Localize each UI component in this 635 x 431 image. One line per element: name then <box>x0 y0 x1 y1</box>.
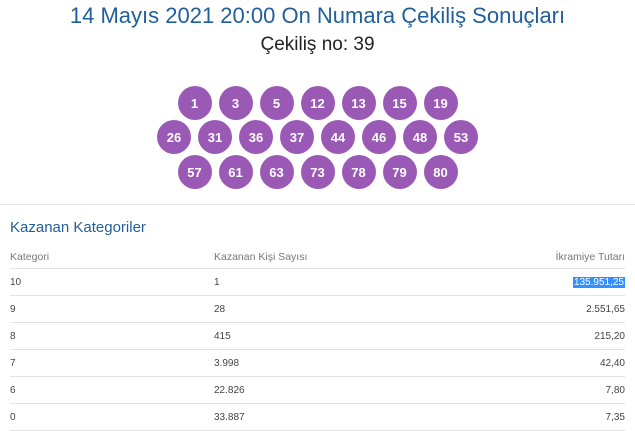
table-row: 10 1 135.951,25 <box>10 269 625 296</box>
page-title: 14 Mayıs 2021 20:00 On Numara Çekiliş So… <box>69 3 566 28</box>
number-ball: 48 <box>403 120 437 154</box>
number-ball: 63 <box>259 155 294 189</box>
selected-prize-text[interactable]: 135.951,25 <box>572 276 625 288</box>
number-ball: 13 <box>341 86 376 120</box>
winner-count-cell: 33.887 <box>214 411 245 423</box>
number-ball: 73 <box>300 155 335 189</box>
prize-cell: 7,80 <box>605 384 625 396</box>
number-ball: 53 <box>444 120 478 154</box>
number-ball: 78 <box>341 155 376 189</box>
number-ball: 44 <box>321 120 355 154</box>
winner-count-cell: 415 <box>214 330 231 342</box>
number-ball: 26 <box>157 120 191 154</box>
number-ball: 5 <box>259 86 294 120</box>
prize-cell: 2.551,65 <box>586 303 625 315</box>
number-ball: 3 <box>218 86 253 120</box>
header-winner-count: Kazanan Kişi Sayısı <box>214 251 308 263</box>
number-ball: 61 <box>218 155 253 189</box>
prize-cell: 7,35 <box>605 411 625 423</box>
ball-row-1: 1 3 5 12 13 15 19 <box>0 86 635 120</box>
category-cell: 0 <box>10 411 16 423</box>
table-row: 7 3.998 42,40 <box>10 350 625 377</box>
number-ball: 46 <box>362 120 396 154</box>
table-row: 8 415 215,20 <box>10 323 625 350</box>
winner-count-cell: 28 <box>214 303 226 315</box>
number-ball: 12 <box>300 86 335 120</box>
number-ball: 36 <box>239 120 273 154</box>
number-ball: 80 <box>423 155 458 189</box>
ball-row-2: 26 31 36 37 44 46 48 53 <box>0 120 635 154</box>
prize-cell: 42,40 <box>599 357 625 369</box>
number-ball: 15 <box>382 86 417 120</box>
header-category: Kategori <box>10 251 50 263</box>
winners-table: Kategori Kazanan Kişi Sayısı İkramiye Tu… <box>10 246 625 431</box>
section-title: Kazanan Kategoriler <box>10 219 146 236</box>
header-prize: İkramiye Tutarı <box>555 251 625 263</box>
ball-row-3: 57 61 63 73 78 79 80 <box>0 155 635 189</box>
draw-number: Çekiliş no: 39 <box>260 34 375 55</box>
table-row: 6 22.826 7,80 <box>10 377 625 404</box>
prize-cell: 135.951,25 <box>572 269 625 295</box>
category-cell: 7 <box>10 357 16 369</box>
table-row: 9 28 2.551,65 <box>10 296 625 323</box>
winner-count-cell: 22.826 <box>214 384 245 396</box>
table-header: Kategori Kazanan Kişi Sayısı İkramiye Tu… <box>10 246 625 269</box>
category-cell: 6 <box>10 384 16 396</box>
number-ball: 1 <box>177 86 212 120</box>
winner-count-cell: 1 <box>214 276 220 288</box>
category-cell: 8 <box>10 330 16 342</box>
number-ball: 37 <box>280 120 314 154</box>
category-cell: 10 <box>10 276 22 288</box>
number-ball: 57 <box>177 155 212 189</box>
section-divider <box>0 204 635 205</box>
number-ball: 79 <box>382 155 417 189</box>
prize-cell: 215,20 <box>594 330 625 342</box>
number-ball: 31 <box>198 120 232 154</box>
winner-count-cell: 3.998 <box>214 357 240 369</box>
table-row: 0 33.887 7,35 <box>10 404 625 431</box>
number-ball: 19 <box>423 86 458 120</box>
category-cell: 9 <box>10 303 16 315</box>
